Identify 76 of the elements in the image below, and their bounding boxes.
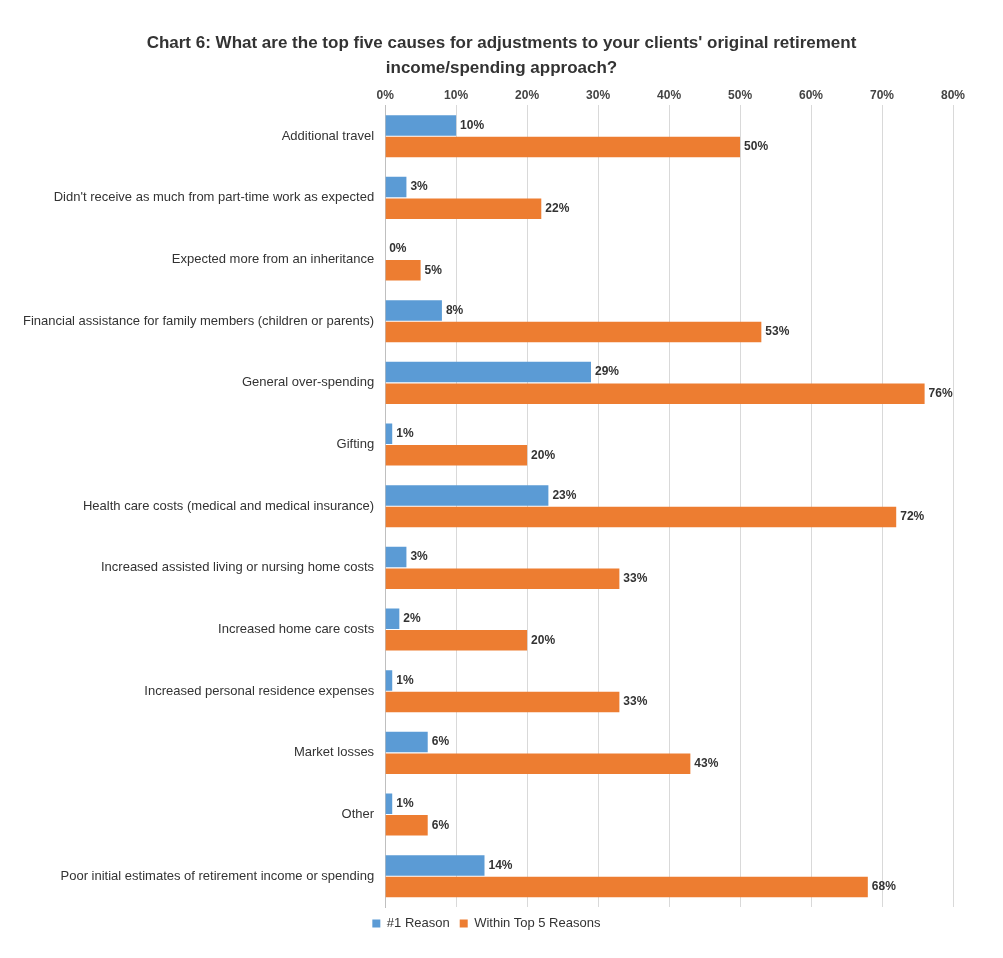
- data-label: 3%: [410, 549, 429, 564]
- x-tick-label: 60%: [799, 87, 824, 102]
- bar: [385, 876, 868, 898]
- bar: [385, 485, 549, 506]
- x-tick-label: 0%: [376, 87, 395, 102]
- data-label: 2%: [403, 611, 421, 626]
- data-label: 33%: [623, 570, 648, 585]
- data-label: 23%: [552, 487, 577, 502]
- data-label: 53%: [765, 324, 790, 339]
- bar: [385, 506, 897, 528]
- data-label: 1%: [396, 672, 414, 687]
- bar: [385, 793, 393, 814]
- y-tick-label: Financial assistance for family members (children or parents): [22, 312, 375, 328]
- x-tick-label: 30%: [586, 87, 611, 102]
- y-tick-label: Increased home care costs: [218, 621, 375, 637]
- data-label: 5%: [424, 262, 443, 277]
- bar: [385, 855, 485, 876]
- bar: [385, 568, 620, 589]
- bar: [385, 670, 393, 691]
- data-label: 20%: [531, 632, 556, 647]
- x-tick-label: 50%: [728, 87, 753, 102]
- data-label: 72%: [900, 509, 925, 524]
- data-label: 3%: [410, 179, 429, 194]
- y-tick-label: Other: [341, 806, 375, 822]
- bar: [385, 198, 542, 219]
- bar: [385, 691, 620, 713]
- y-tick-label: Increased personal residence expenses: [144, 682, 375, 698]
- y-tick-label: General over-spending: [241, 374, 375, 390]
- y-tick-label: Additional travel: [281, 127, 375, 143]
- bar: [385, 445, 528, 466]
- x-tick-label: 20%: [515, 87, 540, 102]
- data-label: 33%: [623, 694, 648, 709]
- x-tick-label: 10%: [444, 87, 469, 102]
- y-tick-label: Market losses: [293, 744, 375, 760]
- data-label: 1%: [396, 796, 414, 811]
- data-label: 0%: [389, 241, 407, 256]
- bar: [385, 815, 428, 836]
- bar: [385, 300, 442, 321]
- bar: [385, 176, 407, 198]
- data-label: 14%: [488, 857, 513, 872]
- x-tick-label: 40%: [657, 87, 682, 102]
- y-tick-label: Health care costs (medical and medical insurance): [82, 497, 375, 513]
- y-tick-label: Expected more from an inheritance: [171, 251, 375, 267]
- data-label: 76%: [928, 385, 953, 400]
- data-label: 10%: [460, 117, 485, 132]
- bar: [385, 260, 421, 281]
- chart-title: Chart 6: What are the top five causes for adjustments to your clients' original retirement income/spending approach?: [145, 32, 858, 79]
- y-tick-label: Didn't receive as much from part-time work as expected: [53, 189, 375, 205]
- bar: [385, 608, 400, 629]
- legend-label: #1 Reason: [386, 915, 450, 931]
- data-label: 20%: [531, 447, 556, 462]
- data-label: 8%: [445, 302, 464, 317]
- bar: [385, 136, 741, 158]
- data-label: 68%: [871, 879, 897, 894]
- x-tick-label: 70%: [870, 87, 895, 102]
- x-tick-label: 80%: [940, 87, 966, 102]
- bar: [385, 731, 428, 753]
- bar: [385, 630, 528, 651]
- bar: [385, 383, 925, 404]
- data-label: 43%: [694, 755, 719, 770]
- data-label: 22%: [545, 201, 570, 215]
- y-tick-label: Gifting: [336, 436, 375, 452]
- y-tick-label: Increased assisted living or nursing home costs: [100, 559, 375, 575]
- legend-label: Within Top 5 Reasons: [474, 915, 601, 931]
- data-label: 50%: [744, 139, 769, 154]
- data-label: 1%: [396, 426, 414, 441]
- bar: [385, 546, 407, 568]
- data-label: 29%: [594, 364, 620, 379]
- data-label: 6%: [431, 817, 450, 832]
- bar: [385, 753, 691, 774]
- bar: [385, 321, 762, 343]
- data-label: 6%: [431, 734, 450, 749]
- bar: [385, 361, 591, 383]
- bar: [385, 423, 393, 444]
- bar: [385, 115, 457, 136]
- y-tick-label: Poor initial estimates of retirement income or spending: [60, 867, 375, 883]
